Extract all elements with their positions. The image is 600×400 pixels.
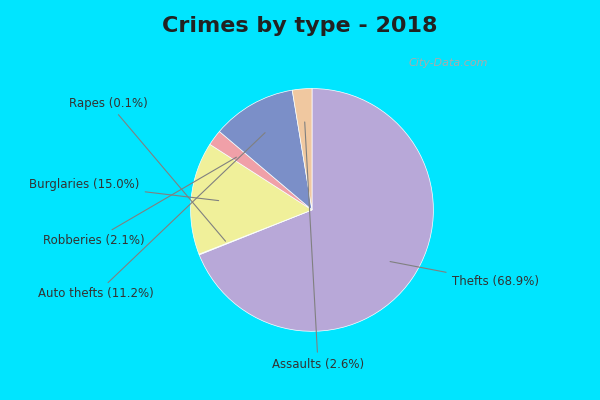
Wedge shape — [191, 144, 312, 254]
Wedge shape — [292, 88, 312, 210]
Wedge shape — [199, 88, 433, 331]
Text: Rapes (0.1%): Rapes (0.1%) — [70, 97, 226, 241]
Wedge shape — [199, 210, 312, 255]
Wedge shape — [220, 90, 312, 210]
Wedge shape — [210, 132, 312, 210]
Text: Crimes by type - 2018: Crimes by type - 2018 — [162, 16, 438, 36]
Text: Thefts (68.9%): Thefts (68.9%) — [390, 262, 539, 288]
Text: City-Data.com: City-Data.com — [409, 58, 488, 68]
Text: Auto thefts (11.2%): Auto thefts (11.2%) — [38, 133, 265, 300]
Text: Robberies (2.1%): Robberies (2.1%) — [43, 157, 236, 247]
Text: Burglaries (15.0%): Burglaries (15.0%) — [29, 178, 218, 200]
Text: Assaults (2.6%): Assaults (2.6%) — [272, 122, 364, 371]
